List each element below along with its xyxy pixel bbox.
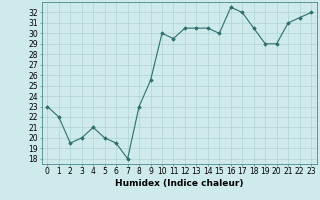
X-axis label: Humidex (Indice chaleur): Humidex (Indice chaleur) [115, 179, 244, 188]
